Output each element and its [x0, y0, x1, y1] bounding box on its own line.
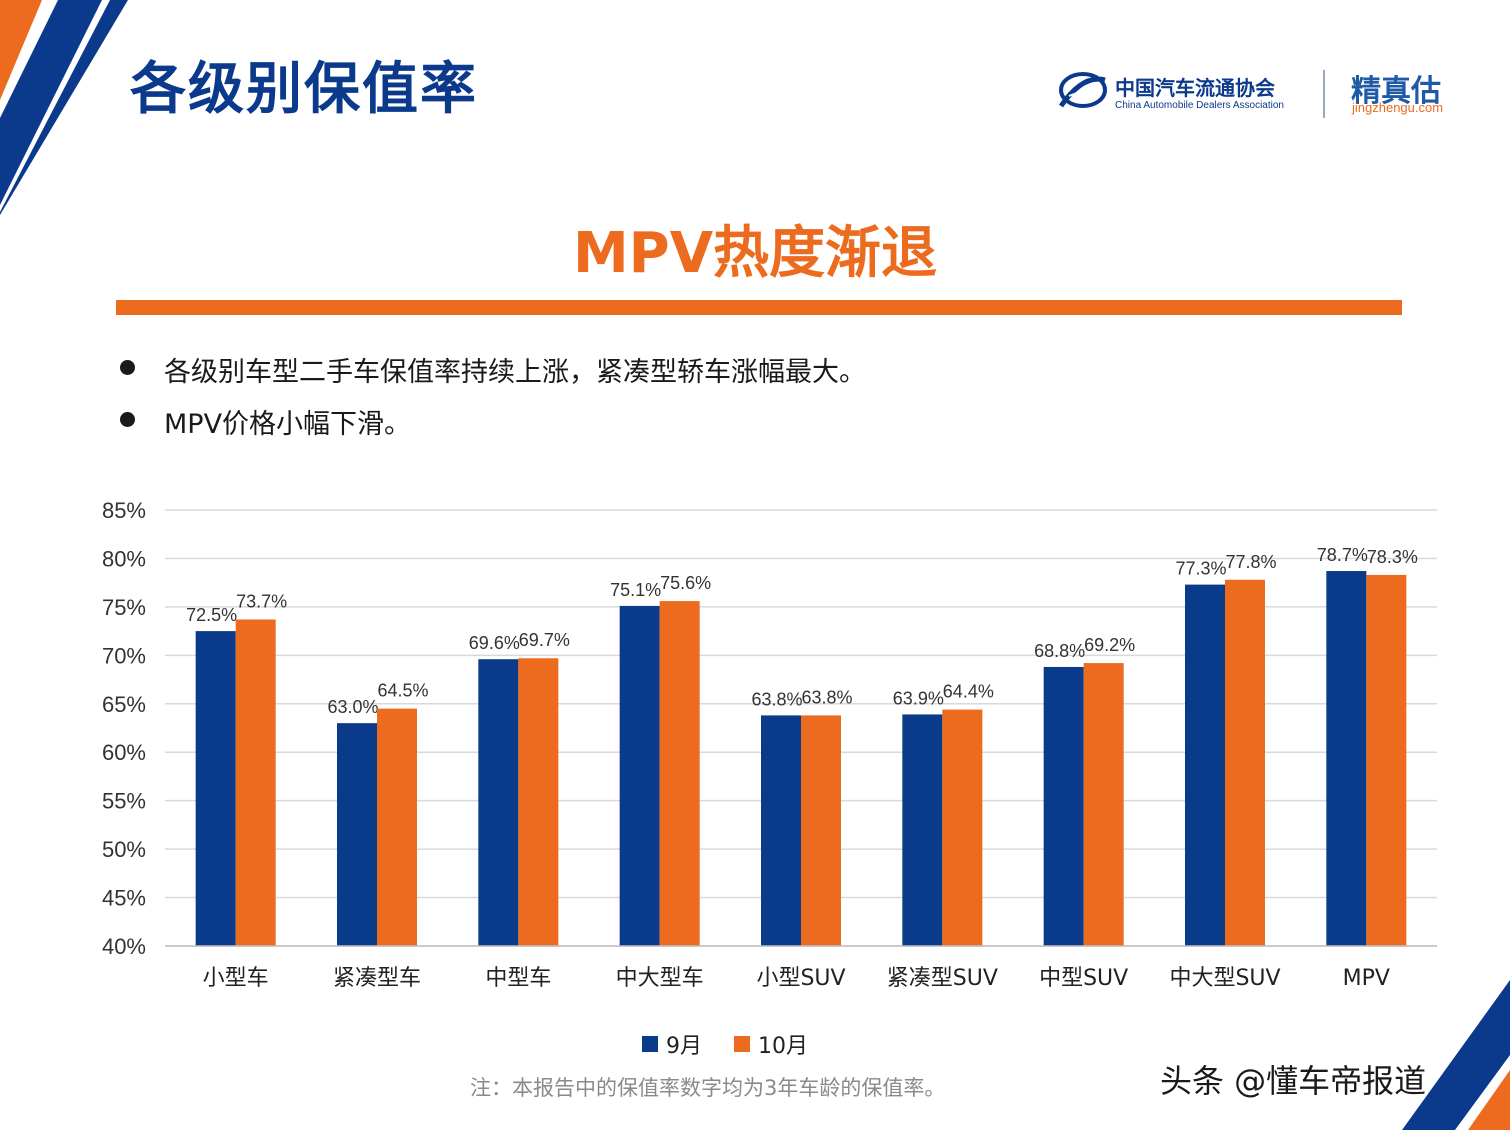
- bar: [1366, 574, 1407, 946]
- y-tick-label: 55%: [102, 789, 146, 814]
- data-label: 63.0%: [327, 697, 378, 717]
- x-category-label: 小型车: [203, 966, 269, 991]
- data-label: 77.3%: [1175, 559, 1226, 579]
- data-label: 64.5%: [377, 681, 428, 701]
- data-label: 75.6%: [660, 573, 711, 593]
- bar: [761, 715, 801, 946]
- bar: [942, 709, 983, 946]
- y-tick-label: 60%: [102, 740, 146, 765]
- legend-label: 9月: [666, 1034, 702, 1059]
- bullet-dot: [120, 412, 135, 427]
- bullet-dot: [120, 360, 135, 375]
- org-name-en: China Automobile Dealers Association: [1115, 100, 1284, 111]
- x-category-label: MPV: [1343, 966, 1390, 991]
- bar: [902, 714, 943, 946]
- footnote: 注：本报告中的保值率数字均为3年车龄的保值率。: [470, 1076, 946, 1100]
- bar: [1185, 584, 1225, 946]
- legend-swatch: [642, 1036, 658, 1052]
- bar: [1225, 579, 1265, 946]
- data-label: 78.3%: [1367, 547, 1418, 567]
- attribution-watermark: 头条 @懂车帝报道: [1160, 1062, 1427, 1100]
- x-category-label: 紧凑型车: [333, 966, 421, 991]
- x-category-label: 中型SUV: [1039, 966, 1128, 991]
- bar: [195, 631, 236, 946]
- y-tick-label: 70%: [102, 643, 146, 668]
- bar: [235, 619, 276, 946]
- logo-divider: [1323, 70, 1325, 118]
- bar: [1326, 571, 1367, 946]
- org-name-cn: 中国汽车流通协会: [1115, 76, 1275, 100]
- x-category-label: 小型SUV: [756, 966, 845, 991]
- bar: [1083, 663, 1124, 946]
- bar: [478, 659, 519, 946]
- y-tick-label: 65%: [102, 692, 146, 717]
- x-category-label: 紧凑型SUV: [887, 966, 998, 991]
- x-category-label: 中型车: [485, 966, 551, 991]
- y-tick-label: 80%: [102, 546, 146, 571]
- bar: [1043, 666, 1084, 946]
- data-label: 63.9%: [893, 688, 944, 708]
- data-label: 68.8%: [1034, 641, 1085, 661]
- bullet-text: 各级别车型二手车保值率持续上涨，紧凑型轿车涨幅最大。: [164, 357, 866, 388]
- y-tick-label: 40%: [102, 934, 146, 959]
- brand-url: jingzhengu.com: [1352, 100, 1444, 115]
- data-label: 78.7%: [1317, 545, 1368, 565]
- x-category-label: 中大型SUV: [1169, 966, 1280, 991]
- data-label: 63.8%: [801, 687, 852, 707]
- data-label: 72.5%: [186, 605, 237, 625]
- brand-name: 精真估: [1351, 74, 1441, 109]
- data-label: 63.8%: [751, 689, 802, 709]
- corner-decoration-top-left: [0, 0, 128, 215]
- corner-decoration-bottom-right: [1402, 980, 1510, 1130]
- data-label: 69.7%: [519, 630, 570, 650]
- bar: [801, 715, 841, 946]
- data-label: 73.7%: [236, 591, 287, 611]
- legend-label: 10月: [758, 1034, 808, 1059]
- bullet-text: MPV价格小幅下滑。: [164, 409, 412, 440]
- data-label: 75.1%: [610, 580, 661, 600]
- data-label: 69.6%: [469, 633, 520, 653]
- slide-subtitle: MPV热度渐退: [572, 221, 938, 286]
- bar: [619, 605, 660, 946]
- cada-logo-icon: [1058, 72, 1107, 108]
- data-label: 77.8%: [1225, 552, 1276, 572]
- data-label: 69.2%: [1084, 635, 1135, 655]
- header-logos: 中国汽车流通协会 China Automobile Dealers Associ…: [1055, 64, 1475, 124]
- bar: [377, 708, 417, 946]
- x-category-label: 中大型车: [616, 966, 704, 991]
- y-tick-label: 45%: [102, 886, 146, 911]
- y-tick-label: 50%: [102, 837, 146, 862]
- bar: [337, 723, 377, 946]
- y-tick-label: 85%: [102, 498, 146, 523]
- bar: [659, 601, 700, 946]
- divider-rule: [116, 300, 1402, 315]
- legend-swatch: [734, 1036, 750, 1052]
- bar: [518, 658, 559, 946]
- page-title: 各级别保值率: [130, 57, 478, 122]
- y-tick-label: 75%: [102, 595, 146, 620]
- data-label: 64.4%: [943, 682, 994, 702]
